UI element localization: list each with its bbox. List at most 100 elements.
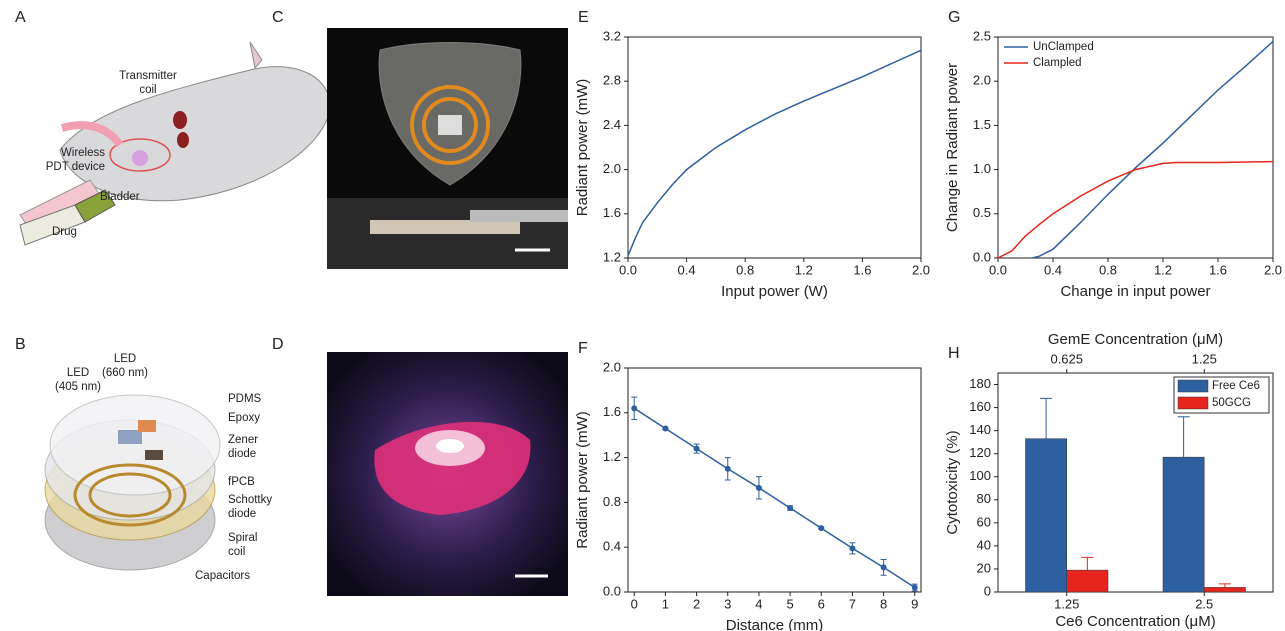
- x-tick-label: 0.0: [989, 262, 1007, 277]
- panel-label: F: [578, 340, 588, 357]
- data-point: [911, 584, 918, 591]
- annotation: diode: [228, 508, 256, 520]
- y-tick-label: 0.5: [973, 205, 991, 220]
- panel-label: A: [15, 9, 26, 26]
- y-tick-label: 3.2: [603, 28, 621, 43]
- data-point: [724, 465, 731, 472]
- legend-label: Free Ce6: [1212, 380, 1260, 392]
- legend-frame: [1173, 376, 1270, 414]
- series-line: [633, 407, 916, 589]
- x-tick-label: 1: [662, 596, 669, 611]
- device-photo-illuminated: [327, 352, 568, 596]
- annotation: diode: [228, 448, 256, 460]
- error-bar: [1177, 416, 1190, 458]
- x-axis-label: Input power (W): [721, 283, 828, 300]
- annotation: LED: [114, 353, 136, 365]
- y-tick-label: 0.0: [603, 583, 621, 598]
- x-tick-label: 6: [818, 596, 825, 611]
- x-tick-label: 8: [880, 596, 887, 611]
- series-line: [627, 49, 922, 257]
- annotation: Drug: [52, 226, 77, 238]
- annotation: Schottky: [228, 494, 272, 506]
- legend-label: UnClamped: [1033, 41, 1094, 53]
- x-tick-label: 5: [786, 596, 793, 611]
- x-tick-label: 1.6: [853, 262, 871, 277]
- x-tick-label: 0: [631, 596, 638, 611]
- x-tick-label: 0.8: [1099, 262, 1117, 277]
- x-tick-label: 0.4: [1044, 262, 1062, 277]
- annotation: LED: [67, 367, 89, 379]
- x-tick-label: 2.0: [912, 262, 930, 277]
- x-tick-label: 2.0: [1264, 262, 1282, 277]
- annotation: Bladder: [100, 191, 140, 203]
- x2-axis-label: GemE Concentration (μM): [1048, 331, 1223, 348]
- y-tick-label: 1.2: [603, 449, 621, 464]
- annotation: PDMS: [228, 393, 262, 405]
- x2-tick-label: 1.25: [1192, 351, 1217, 366]
- plot-frame: [627, 36, 922, 259]
- y-axis-label: Change in Radiant power: [944, 63, 961, 232]
- y-tick-label: 2.0: [603, 359, 621, 374]
- plot-frame: [997, 36, 1274, 259]
- bar: [1066, 569, 1109, 593]
- x-tick-label: 2: [693, 596, 700, 611]
- x-tick-label: 3: [724, 596, 731, 611]
- legend-swatch: [1177, 396, 1209, 410]
- annotation: PDT device: [46, 161, 105, 173]
- panel-label: H: [948, 345, 960, 362]
- y-tick-label: 0: [984, 583, 991, 598]
- annotation: coil: [139, 84, 156, 96]
- y-tick-label: 20: [977, 560, 991, 575]
- bar: [1162, 456, 1205, 593]
- panel-label: B: [15, 336, 26, 353]
- data-point: [787, 505, 794, 511]
- y-tick-label: 100: [969, 468, 991, 483]
- data-point: [662, 425, 669, 432]
- y-tick-label: 2.5: [973, 28, 991, 43]
- annotation: (660 nm): [102, 367, 148, 379]
- error-bar: [1081, 556, 1094, 571]
- y-tick-label: 0.8: [603, 494, 621, 509]
- y-tick-label: 1.2: [603, 249, 621, 264]
- panel-label: E: [578, 9, 589, 26]
- panel-label: G: [948, 9, 960, 26]
- device-illustration: [44, 394, 221, 571]
- annotation: Transmitter: [119, 70, 177, 82]
- device-photo: [327, 28, 568, 269]
- legend-label: Clampled: [1033, 57, 1082, 69]
- annotation: Spiral: [228, 532, 257, 544]
- x-tick-label: 1.25: [1054, 596, 1079, 611]
- data-point: [818, 525, 825, 532]
- data-point: [693, 445, 700, 452]
- x-tick-label: 1.2: [795, 262, 813, 277]
- y-tick-label: 160: [969, 399, 991, 414]
- annotation: Zener: [228, 434, 258, 446]
- y-tick-label: 1.5: [973, 117, 991, 132]
- y-tick-label: 0.4: [603, 539, 621, 554]
- y-tick-label: 1.6: [603, 205, 621, 220]
- legend-label: 50GCG: [1212, 397, 1251, 409]
- data-point: [849, 545, 856, 552]
- bar: [1025, 438, 1067, 593]
- x-tick-label: 2.5: [1195, 596, 1213, 611]
- x-tick-label: 7: [849, 596, 856, 611]
- x2-tick-label: 0.625: [1050, 351, 1083, 366]
- bar: [1204, 587, 1246, 593]
- y-tick-label: 60: [977, 514, 991, 529]
- error-bar: [1040, 397, 1053, 439]
- mouse-illustration: [19, 41, 331, 246]
- x-axis-label: Distance (mm): [726, 617, 824, 631]
- x-tick-label: 0.8: [736, 262, 754, 277]
- series-line: [997, 160, 1274, 259]
- x-tick-label: 0.0: [619, 262, 637, 277]
- y-tick-label: 80: [977, 491, 991, 506]
- x-tick-label: 9: [911, 596, 918, 611]
- annotation: Capacitors: [195, 570, 250, 582]
- y-tick-label: 0.0: [973, 249, 991, 264]
- x-axis-label: Change in input power: [1060, 283, 1210, 300]
- data-point: [755, 484, 762, 491]
- x-axis-label: Ce6 Concentration (μM): [1055, 613, 1215, 630]
- y-tick-label: 1.0: [973, 161, 991, 176]
- series-line: [1032, 40, 1274, 259]
